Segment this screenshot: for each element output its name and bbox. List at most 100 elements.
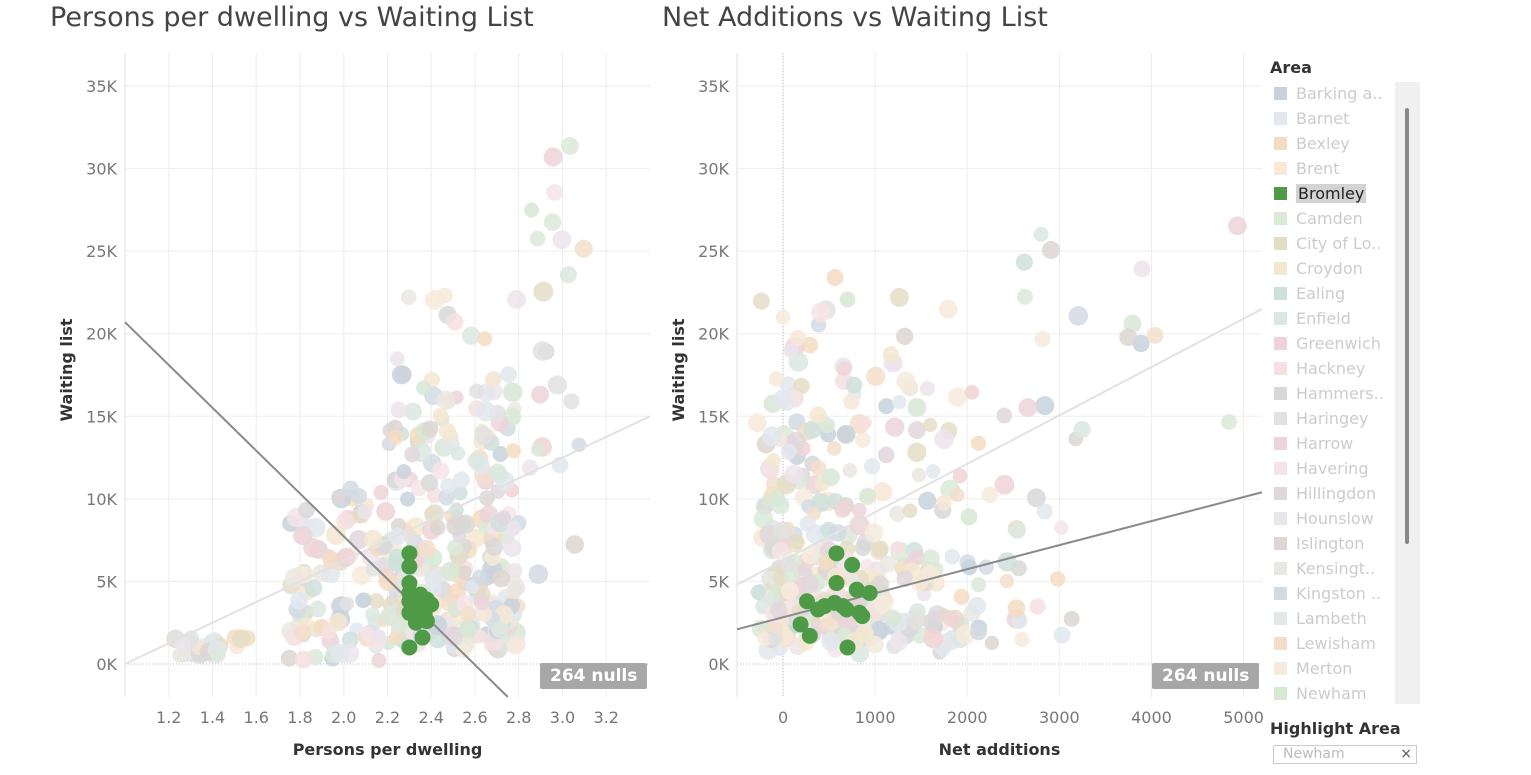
background-point (809, 406, 827, 424)
background-point (547, 375, 567, 395)
legend-item-barking-a[interactable]: Barking a.. (1270, 81, 1430, 106)
background-point (400, 491, 416, 507)
legend-item-kensingt[interactable]: Kensingt.. (1270, 556, 1430, 581)
legend-item-hackney[interactable]: Hackney (1270, 356, 1430, 381)
highlight-area-input[interactable]: Newham × (1273, 745, 1417, 764)
background-point (780, 581, 799, 600)
legend-label: Hillingdon (1296, 484, 1377, 503)
legend-label: City of Lo.. (1296, 234, 1382, 253)
legend-item-havering[interactable]: Havering (1270, 456, 1430, 481)
background-point (1018, 398, 1038, 417)
background-point (298, 501, 315, 519)
legend-item-hillingdon[interactable]: Hillingdon (1270, 481, 1430, 506)
x-axis-label: Persons per dwelling (293, 740, 483, 759)
background-point (400, 289, 417, 305)
background-point (421, 420, 439, 438)
legend-item-newham[interactable]: Newham (1270, 681, 1430, 701)
background-point (771, 542, 790, 561)
legend-item-lewisham[interactable]: Lewisham (1270, 631, 1430, 656)
chart1-bromley-points[interactable] (401, 545, 440, 656)
y-tick-label: 35K (86, 77, 117, 96)
background-point (391, 365, 412, 385)
legend-item-islington[interactable]: Islington (1270, 531, 1430, 556)
legend-item-camden[interactable]: Camden (1270, 206, 1430, 231)
background-point (1049, 571, 1066, 587)
background-point (871, 540, 889, 558)
legend-label: Hackney (1296, 359, 1366, 378)
legend-item-croydon[interactable]: Croydon (1270, 256, 1430, 281)
background-point (889, 287, 909, 307)
clear-icon[interactable]: × (1400, 746, 1412, 762)
background-point (896, 371, 916, 391)
background-point (883, 609, 902, 627)
background-point (864, 523, 884, 543)
background-point (1041, 241, 1061, 260)
background-point (424, 569, 443, 588)
x-tick-label: 3.2 (594, 708, 619, 727)
background-point (857, 415, 872, 430)
background-point (467, 452, 485, 470)
legend-item-lambeth[interactable]: Lambeth (1270, 606, 1430, 631)
legend-item-hounslow[interactable]: Hounslow (1270, 506, 1430, 531)
background-point (469, 383, 485, 399)
legend-label: Harrow (1296, 434, 1354, 453)
background-point (1034, 330, 1051, 348)
legend-swatch (1274, 112, 1287, 125)
legend-list: Barking a.. Barnet Bexley Brent Bromley Camde… (1270, 81, 1430, 701)
background-point (964, 384, 980, 400)
legend-item-haringey[interactable]: Haringey (1270, 406, 1430, 431)
legend-item-harrow[interactable]: Harrow (1270, 431, 1430, 456)
background-point (446, 539, 464, 556)
background-point (543, 147, 563, 167)
legend-item-barnet[interactable]: Barnet (1270, 106, 1430, 131)
bromley-point (414, 629, 431, 646)
legend-item-hammers[interactable]: Hammers.. (1270, 381, 1430, 406)
background-point (849, 515, 870, 536)
background-point (506, 637, 524, 655)
legend-swatch (1274, 287, 1287, 300)
background-point (331, 489, 346, 504)
background-point (492, 446, 509, 462)
background-point (404, 402, 422, 421)
legend-swatch (1274, 387, 1287, 400)
legend-label: Camden (1296, 209, 1363, 228)
legend-label: Croydon (1296, 259, 1363, 278)
background-point (1007, 599, 1026, 618)
trend-line-highlight (124, 321, 509, 698)
legend-item-merton[interactable]: Merton (1270, 656, 1430, 681)
legend-item-greenwich[interactable]: Greenwich (1270, 331, 1430, 356)
legend-item-bromley[interactable]: Bromley (1270, 181, 1430, 206)
chart2-bromley-points[interactable] (792, 545, 878, 656)
chart2-area[interactable]: 0 1000 2000 3000 4000 5000 0K 5K 10K 15K 20K 25K 30K… (669, 53, 1264, 759)
legend-swatch (1274, 212, 1287, 225)
legend-swatch (1274, 237, 1287, 250)
background-point (1053, 626, 1071, 644)
legend-scrollbar-thumb[interactable] (1405, 108, 1409, 544)
background-point (373, 484, 389, 501)
legend-item-bexley[interactable]: Bexley (1270, 131, 1430, 156)
legend-label: Lambeth (1296, 609, 1367, 628)
legend-item-enfield[interactable]: Enfield (1270, 306, 1430, 331)
background-point (446, 313, 464, 331)
legend-item-city-of-lo[interactable]: City of Lo.. (1270, 231, 1430, 256)
legend-item-ealing[interactable]: Ealing (1270, 281, 1430, 306)
background-point (559, 266, 577, 284)
trend-line-all (736, 308, 1263, 586)
background-point (936, 495, 952, 511)
legend-label: Hammers.. (1296, 384, 1384, 403)
bromley-point (828, 545, 845, 562)
background-point (854, 432, 871, 448)
background-point (404, 446, 421, 463)
background-point (970, 435, 987, 451)
legend-item-kingston[interactable]: Kingston .. (1270, 581, 1430, 606)
x-tick-label: 1.4 (200, 708, 225, 727)
background-point (997, 552, 1017, 572)
null-count-badge-2[interactable]: 264 nulls (1152, 663, 1260, 689)
legend-item-brent[interactable]: Brent (1270, 156, 1430, 181)
null-count-badge-1[interactable]: 264 nulls (540, 663, 648, 689)
background-point (843, 393, 860, 410)
background-point (505, 443, 521, 459)
legend-label: Kingston .. (1296, 584, 1382, 603)
chart1-area[interactable]: 1.2 1.4 1.6 1.8 2.0 2.2 2.4 2.6 2.8 3.0 3.2 0K 5K 10K… (57, 53, 651, 759)
